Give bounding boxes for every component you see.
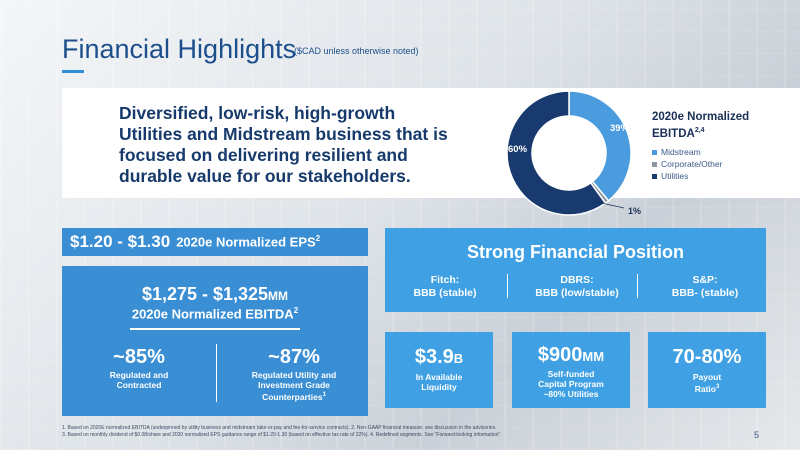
ebitda-value-wrap: $1,275 - $1,325MM [62, 284, 368, 305]
rating-dbrs-value: BBB (low/stable) [535, 287, 619, 299]
capital-line3: ~80% Utilities [543, 389, 599, 399]
eps-value: $1.20 - $1.30 [70, 232, 171, 251]
stat-regulated-line2: Contracted [116, 380, 162, 390]
payout-sup: 3 [715, 384, 720, 390]
legend-item-corporate: Corporate/Other [652, 158, 722, 170]
donut-slice-midstream [568, 90, 632, 202]
eps-sup: 2 [315, 234, 321, 244]
rating-dbrs: DBRS: BBB (low/stable) [517, 274, 637, 300]
ebitda-unit: MM [268, 289, 289, 303]
stat-investment-grade-label: Regulated Utility and Investment Grade C… [230, 370, 358, 402]
stat-investment-grade-value: ~87% [268, 346, 320, 368]
title-accent-rule [62, 70, 84, 73]
liquidity-line2: Liquidity [421, 382, 457, 392]
payout-line1: Payout [692, 372, 722, 382]
eps-banner: $1.20 - $1.30 2020e Normalized EPS2 [62, 228, 368, 256]
capital-value-wrap: $900MM [512, 344, 630, 367]
legend-label-utilities: Utilities [661, 171, 689, 181]
hero-statement: Diversified, low-risk, high-growth Utili… [119, 103, 448, 186]
donut-svg [506, 90, 632, 216]
footnote-line: 1. Based on 2020E normalized EBITDA (und… [62, 425, 497, 431]
capital-line1: Self-funded [547, 369, 595, 379]
rating-fitch-value: BBB (stable) [413, 287, 477, 299]
footnotes: 1. Based on 2020E normalized EBITDA (und… [62, 425, 702, 439]
rating-sp-agency: S&P: [692, 274, 718, 286]
liquidity-value-wrap: $3.9B [385, 346, 493, 369]
payout-ratio-box: 70-80% Payout Ratio3 [648, 332, 766, 408]
eps-label: 2020e Normalized EPS [176, 234, 316, 250]
rating-sp: S&P: BBB- (stable) [645, 274, 765, 300]
slice-label-midstream: 39% [610, 123, 630, 134]
stat-ig-line2: Investment Grade [258, 380, 330, 390]
slice-label-utilities: 60% [508, 144, 528, 155]
capital-unit: MM [582, 349, 605, 364]
stat-ig-line1: Regulated Utility and [251, 370, 337, 380]
ebitda-sup: 2 [293, 306, 299, 315]
capital-value: $900 [537, 344, 583, 366]
ebitda-donut-chart [496, 80, 642, 226]
payout-value: 70-80% [672, 346, 742, 368]
ebitda-value: $1,275 - $1,325 [141, 284, 269, 304]
rating-fitch-agency: Fitch: [430, 274, 460, 286]
leader-line [596, 201, 625, 209]
stat-ig-sup: 1 [322, 392, 326, 398]
stat-regulated-value: ~85% [113, 346, 165, 368]
page-title: Financial Highlights [62, 34, 297, 64]
page-subtitle: ($CAD unless otherwise noted) [294, 46, 419, 56]
capital-label: Self-funded Capital Program ~80% Utiliti… [512, 369, 630, 399]
eps-label-wrap: 2020e Normalized EPS2 [176, 234, 320, 249]
donut-slice-utilities [506, 90, 607, 216]
liquidity-box: $3.9B In Available Liquidity [385, 332, 493, 408]
payout-label: Payout Ratio3 [648, 372, 766, 394]
financial-position-panel: Strong Financial Position Fitch: BBB (st… [385, 228, 766, 312]
chart-title-text: 2020e Normalized EBITDA [652, 111, 750, 140]
legend-item-utilities: Utilities [652, 170, 722, 182]
rating-fitch: Fitch: BBB (stable) [385, 274, 505, 300]
liquidity-value: $3.9 [414, 346, 454, 368]
hero-panel [62, 88, 800, 198]
ebitda-vertical-divider [216, 344, 217, 402]
footnote-line: 3. Based on monthly dividend of $0.08/sh… [62, 432, 502, 438]
rating-dbrs-agency: DBRS: [560, 274, 594, 286]
stat-regulated-label: Regulated and Contracted [84, 370, 194, 390]
slice-label-corporate: 1% [628, 206, 642, 216]
page-number: 5 [754, 430, 760, 440]
chart-title: 2020e Normalized EBITDA2,4 [652, 110, 792, 141]
payout-line2: Ratio [694, 383, 716, 394]
chart-title-sup: 2,4 [694, 127, 705, 134]
legend-swatch-utilities [652, 173, 657, 179]
ebitda-divider-rule [130, 328, 300, 330]
liquidity-line1: In Available [415, 372, 463, 382]
legend-item-midstream: Midstream [652, 146, 722, 158]
rating-divider [507, 274, 508, 298]
chart-legend: Midstream Corporate/Other Utilities [652, 146, 722, 182]
ebitda-panel: $1,275 - $1,325MM 2020e Normalized EBITD… [62, 266, 368, 416]
liquidity-label: In Available Liquidity [385, 372, 493, 392]
financial-position-title: Strong Financial Position [466, 242, 684, 262]
rating-sp-value: BBB- (stable) [671, 287, 739, 299]
rating-divider [637, 274, 638, 298]
capital-line2: Capital Program [538, 379, 604, 389]
legend-label-midstream: Midstream [661, 147, 701, 157]
legend-swatch-corporate [652, 161, 657, 167]
liquidity-unit: B [453, 351, 464, 366]
ebitda-label-wrap: 2020e Normalized EBITDA2 [62, 306, 368, 321]
ebitda-label: 2020e Normalized EBITDA [131, 306, 294, 322]
legend-label-corporate: Corporate/Other [661, 159, 723, 169]
capital-program-box: $900MM Self-funded Capital Program ~80% … [512, 332, 630, 408]
stat-ig-line3: Counterparties [262, 391, 323, 402]
legend-swatch-midstream [652, 149, 657, 155]
stat-regulated-line1: Regulated and [109, 370, 169, 380]
